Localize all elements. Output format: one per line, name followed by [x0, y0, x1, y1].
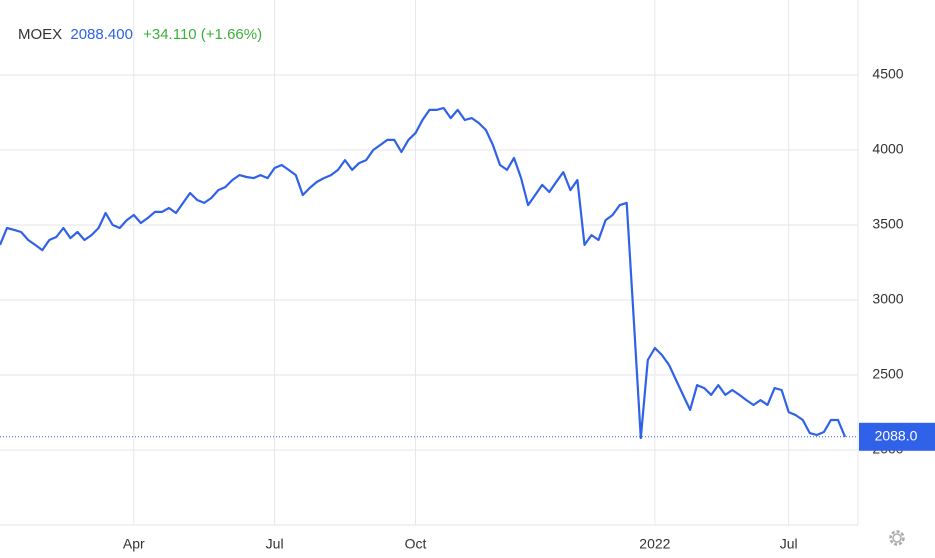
price-tag	[859, 422, 935, 451]
x-tick-label: Jul	[266, 536, 284, 552]
x-tick-label: Apr	[123, 536, 145, 552]
y-tick-label: 2500	[872, 366, 903, 382]
last-price: 2088.400	[70, 26, 133, 43]
y-tick-label: 3500	[872, 216, 903, 232]
gear-teeth	[889, 530, 905, 546]
header: MOEX 2088.400 +34.110 (+1.66%)	[18, 26, 262, 43]
x-tick-label: Jul	[780, 536, 798, 552]
grid	[0, 0, 859, 526]
y-tick-label: 3000	[872, 291, 903, 307]
x-tick-label: Oct	[405, 536, 427, 552]
settings-icon[interactable]	[889, 530, 905, 546]
x-tick-label: 2022	[639, 536, 670, 552]
gear-body	[892, 533, 902, 543]
symbol: MOEX	[18, 26, 62, 43]
price-line	[0, 106, 847, 440]
y-tick-label: 4000	[872, 141, 903, 157]
y-tick-label: 4500	[872, 66, 903, 82]
price-tag-label: 2088.0	[875, 428, 918, 444]
change: +34.110 (+1.66%)	[143, 26, 262, 43]
